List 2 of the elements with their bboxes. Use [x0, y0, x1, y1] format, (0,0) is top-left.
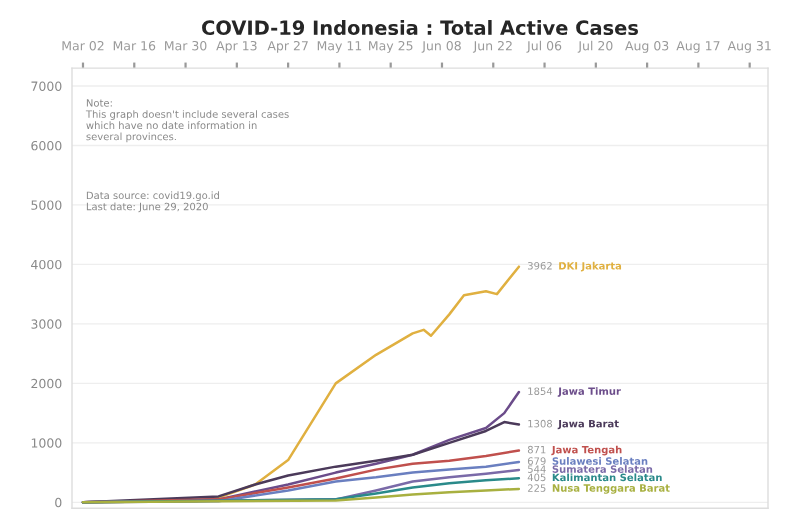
- chart-title: COVID-19 Indonesia : Total Active Cases: [202, 20, 638, 36]
- line-series: [81, 487, 521, 504]
